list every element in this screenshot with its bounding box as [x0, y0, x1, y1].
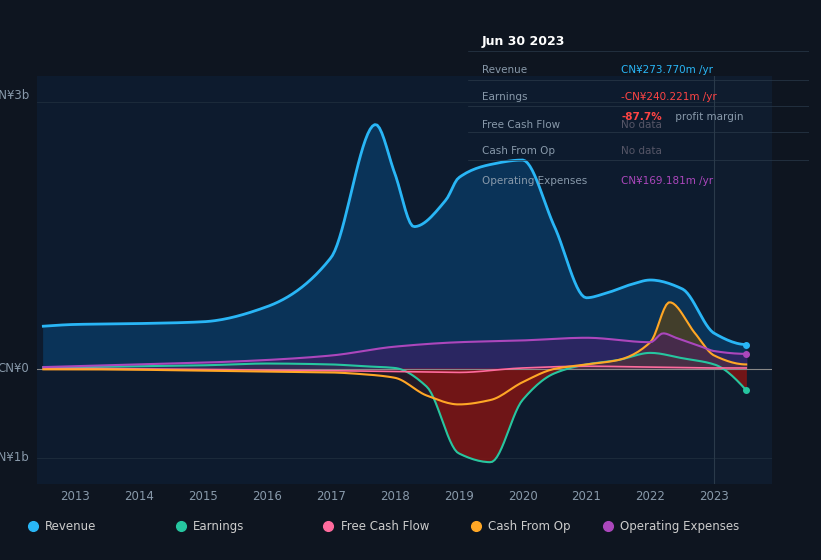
Text: Cash From Op: Cash From Op — [482, 146, 555, 156]
Text: CN¥3b: CN¥3b — [0, 89, 30, 102]
Text: CN¥273.770m /yr: CN¥273.770m /yr — [621, 64, 713, 74]
Text: Earnings: Earnings — [193, 520, 245, 533]
Text: Operating Expenses: Operating Expenses — [482, 176, 587, 186]
Text: Free Cash Flow: Free Cash Flow — [482, 120, 560, 130]
Text: Cash From Op: Cash From Op — [488, 520, 571, 533]
Text: Revenue: Revenue — [482, 64, 527, 74]
Text: -CN¥240.221m /yr: -CN¥240.221m /yr — [621, 92, 717, 102]
Text: No data: No data — [621, 120, 663, 130]
Bar — [714, 76, 772, 484]
Text: Free Cash Flow: Free Cash Flow — [341, 520, 429, 533]
Text: Operating Expenses: Operating Expenses — [620, 520, 739, 533]
Text: CN¥169.181m /yr: CN¥169.181m /yr — [621, 176, 713, 186]
Text: -CN¥1b: -CN¥1b — [0, 451, 30, 464]
Text: profit margin: profit margin — [672, 112, 744, 122]
Text: No data: No data — [621, 146, 663, 156]
Text: Jun 30 2023: Jun 30 2023 — [482, 35, 565, 48]
Text: CN¥0: CN¥0 — [0, 362, 30, 375]
Text: Earnings: Earnings — [482, 92, 527, 102]
Text: Revenue: Revenue — [45, 520, 97, 533]
Text: -87.7%: -87.7% — [621, 112, 662, 122]
